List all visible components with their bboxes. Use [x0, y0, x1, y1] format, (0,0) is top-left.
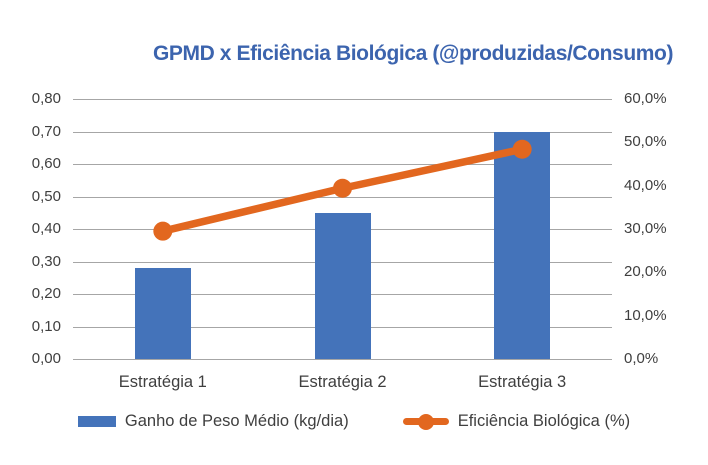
y-axis-right-tick-label: 20,0%: [624, 263, 667, 281]
legend: Ganho de Peso Médio (kg/dia) Eficiência …: [0, 412, 708, 431]
x-axis-label: Estratégia 1: [118, 373, 207, 391]
bar-series-swatch-icon: [77, 416, 116, 427]
legend-label-line-series: Eficiência Biológica (%): [457, 412, 631, 430]
y-axis-right-tick-label: 60,0%: [624, 90, 667, 107]
bar-Estratégia 1: [134, 268, 191, 359]
x-axis-label: Estratégia 2: [298, 373, 387, 391]
y-axis-left-tick-label: 0,50: [31, 187, 61, 205]
y-axis-right-tick-label: 50,0%: [624, 133, 667, 151]
y-axis-left-tick-label: 0,70: [31, 122, 61, 140]
line-marker-dot-icon: [417, 413, 434, 430]
gridline: [73, 99, 612, 100]
y-axis-left-tick-label: 0,10: [31, 317, 61, 335]
bar-Estratégia 2: [314, 212, 371, 359]
y-axis-left-tick-label: 0,80: [31, 90, 61, 107]
x-axis-label: Estratégia 3: [478, 373, 567, 391]
line-series-swatch-icon: [402, 413, 449, 430]
legend-item-bar-series: Ganho de Peso Médio (kg/dia): [77, 412, 349, 431]
plot-area: [73, 99, 612, 360]
line-point-Estratégia 1: [153, 221, 173, 241]
y-axis-left-tick-label: 0,40: [31, 220, 61, 237]
y-axis-left-tick-label: 0,60: [31, 155, 61, 172]
y-axis-right-tick-label: 30,0%: [624, 220, 667, 237]
y-axis-right-tick-label: 0,0%: [624, 350, 659, 367]
y-axis-left-tick-label: 0,30: [31, 252, 61, 270]
y-axis-left-tick-label: 0,20: [31, 285, 61, 302]
bar-Estratégia 3: [494, 131, 551, 359]
y-axis-left-tick-label: 0,00: [31, 350, 61, 367]
legend-item-line-series: Eficiência Biológica (%): [402, 412, 631, 431]
y-axis-right-tick-label: 40,0%: [624, 176, 667, 194]
line-series: [153, 139, 532, 241]
line-point-Estratégia 3: [512, 139, 532, 159]
x-axis: Estratégia 1 Estratégia 2 Estratégia 3: [73, 373, 612, 392]
chart-title: GPMD x Eficiência Biológica (@produzidas…: [152, 42, 674, 65]
line-point-Estratégia 2: [333, 178, 352, 198]
y-axis-right-tick-label: 10,0%: [624, 306, 667, 324]
gridline: [73, 131, 612, 133]
gridline: [73, 164, 612, 165]
gridline: [73, 359, 612, 360]
legend-label-bar-series: Ganho de Peso Médio (kg/dia): [124, 412, 349, 430]
